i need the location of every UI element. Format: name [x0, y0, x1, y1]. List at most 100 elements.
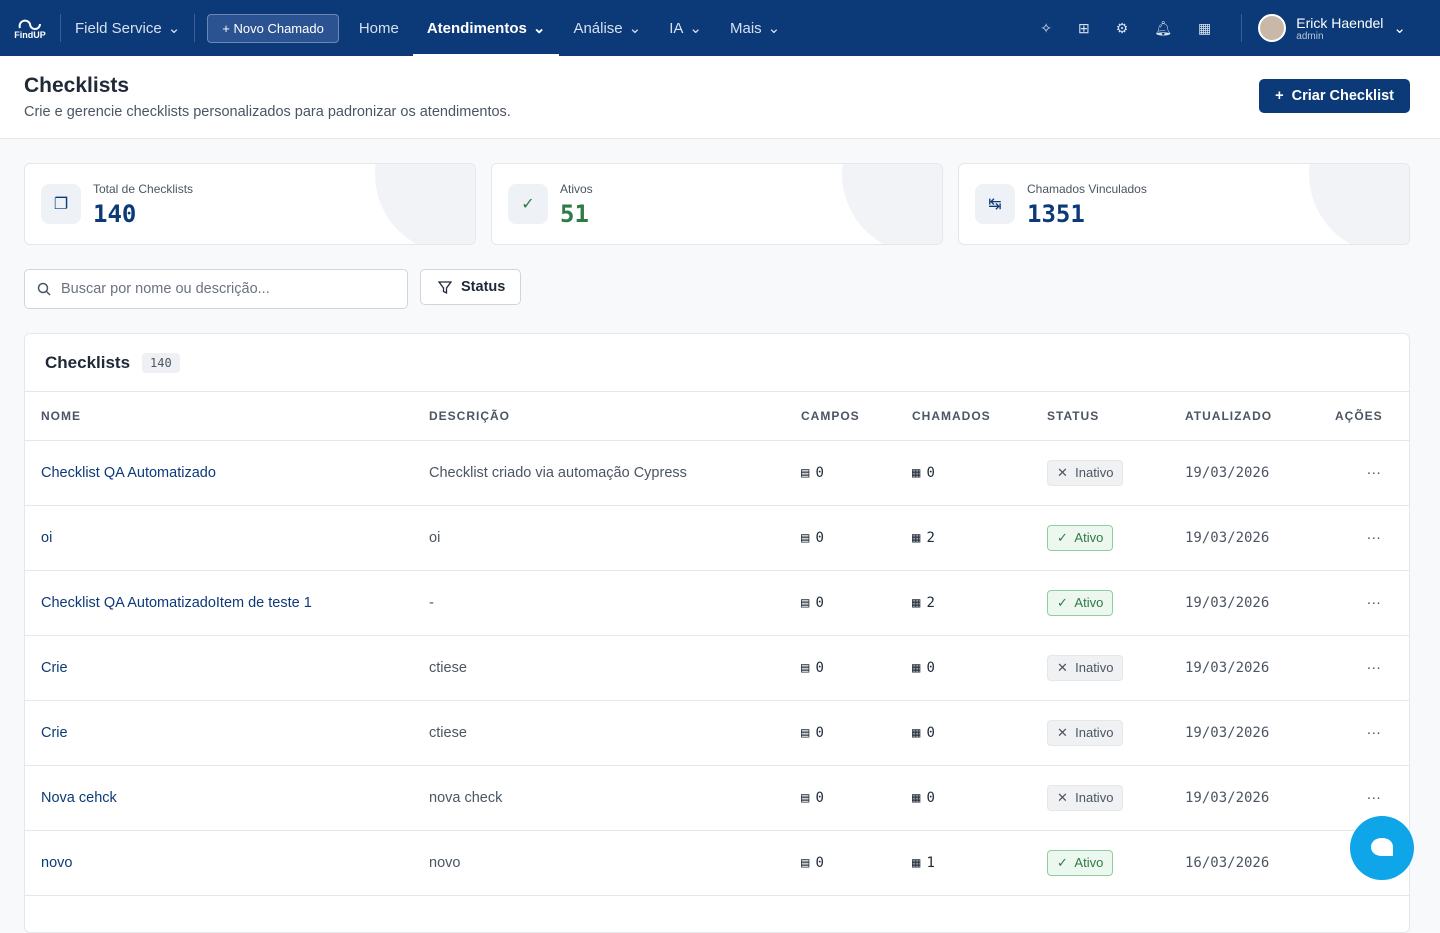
- nav-item[interactable]: Mais ⌄: [716, 0, 794, 56]
- status-badge: ✓ Ativo: [1047, 850, 1114, 876]
- nav-item[interactable]: IA ⌄: [655, 0, 716, 56]
- status-text: Inativo: [1075, 790, 1114, 805]
- search-input[interactable]: Buscar por nome ou descrição...: [24, 269, 408, 309]
- actions-menu[interactable]: ···: [1366, 790, 1382, 806]
- new-call-text: Novo Chamado: [233, 20, 324, 36]
- fields: ▤ 0: [801, 855, 912, 871]
- chevron: ⌄: [689, 20, 702, 37]
- nav-item-text: IA: [669, 19, 684, 37]
- nav-item[interactable]: Atendimentos ⌄: [412, 0, 560, 56]
- stat-card: ❐ Total de Checklists 140: [24, 163, 476, 245]
- page-header: Checklists Crie e gerencie checklists pe…: [0, 56, 1440, 139]
- status-text: Inativo: [1075, 465, 1114, 480]
- updated-date: 19/03/2026: [1185, 725, 1270, 741]
- linked-calls-value: 0: [926, 465, 935, 481]
- fields-value: 0: [815, 725, 824, 741]
- status-icon: ✕: [1057, 725, 1076, 740]
- user-name: Erick Haendel: [1296, 14, 1384, 31]
- description: nova check: [429, 790, 503, 806]
- nav-item[interactable]: Análise ⌄: [559, 0, 655, 56]
- status-icon: ✓: [1057, 530, 1075, 545]
- navbar: FindUP Field Service ⌄ + Novo Chamado Ho…: [0, 0, 1440, 56]
- nav-item-text: Home: [358, 19, 399, 37]
- icon[interactable]: ✧: [1040, 19, 1052, 36]
- chat-button[interactable]: [1350, 816, 1414, 880]
- linked-calls: ▦ 0: [912, 725, 1047, 741]
- actions-menu[interactable]: ···: [1366, 725, 1382, 741]
- table-row: Checklist QA Automatizado Checklist criad…: [25, 441, 1409, 506]
- actions-menu[interactable]: ···: [1366, 660, 1382, 676]
- actions-menu[interactable]: ···: [1366, 595, 1382, 611]
- status-badge: ✓ Ativo: [1047, 525, 1114, 551]
- search-placeholder: Buscar por nome ou descrição...: [61, 281, 270, 297]
- stat-label: Total de Checklists: [93, 182, 194, 196]
- icon[interactable]: ▦: [1198, 19, 1212, 36]
- status-text: Ativo: [1074, 855, 1104, 870]
- icon[interactable]: 🔔︎: [1154, 19, 1173, 36]
- stat-label: Ativos: [560, 182, 593, 196]
- fields: ▤ 0: [801, 530, 912, 546]
- table-header: Checklists 140: [25, 334, 1409, 392]
- status-badge: ✓ Ativo: [1047, 590, 1114, 616]
- create-button[interactable]: + Criar Checklist: [1259, 79, 1410, 113]
- checklist-name[interactable]: Checklist QA Automatizado: [41, 465, 216, 481]
- new-call-button[interactable]: + Novo Chamado: [207, 13, 339, 43]
- filter-text: Status: [461, 279, 506, 295]
- user-menu[interactable]: Erick Haendel admin ⌄: [1241, 14, 1406, 42]
- stat-value: 51: [560, 200, 589, 228]
- chevron: ⌄: [767, 20, 781, 37]
- updated-date: 19/03/2026: [1185, 465, 1270, 481]
- checklist-name[interactable]: Checklist QA AutomatizadoItem de teste 1: [41, 595, 312, 611]
- checklist-name[interactable]: novo: [41, 855, 73, 871]
- stat-card: ✓ Ativos 51: [491, 163, 943, 245]
- fields-value: 0: [815, 465, 824, 481]
- linked-calls-value: 0: [926, 790, 935, 806]
- chevron: ⌄: [532, 20, 546, 37]
- status-icon: ✕: [1057, 660, 1076, 675]
- avatar: [1258, 14, 1287, 42]
- table-row: Crie ctiese ▤ 0 ▦ 0 ✕ Inativo 19/03/2026 ···: [25, 636, 1409, 701]
- status-text: Inativo: [1075, 660, 1114, 675]
- fields-value: 0: [815, 595, 824, 611]
- column-header: CAMPOS: [801, 409, 860, 423]
- status-badge: ✕ Inativo: [1047, 720, 1124, 746]
- column-header: NOME: [41, 409, 81, 423]
- status-icon: ✓: [1057, 595, 1075, 610]
- logo[interactable]: FindUP: [0, 16, 60, 40]
- table-count: 140: [142, 352, 180, 373]
- table-row: Checklist QA AutomatizadoItem de teste 1…: [25, 571, 1409, 636]
- nav-item[interactable]: Home: [345, 0, 413, 56]
- status-cell: ✕ Inativo: [1047, 655, 1185, 681]
- stat-value: 140: [93, 200, 137, 228]
- status-icon: ✕: [1057, 790, 1076, 805]
- status-icon: ✕: [1057, 465, 1076, 480]
- checklist-name[interactable]: Crie: [41, 660, 68, 676]
- updated-date: 19/03/2026: [1185, 595, 1270, 611]
- user-role: admin: [1296, 30, 1324, 42]
- checklist-name[interactable]: oi: [41, 530, 53, 546]
- description: ctiese: [429, 660, 467, 676]
- fields: ▤ 0: [801, 595, 912, 611]
- linked-calls: ▦ 2: [912, 530, 1047, 546]
- checklist-name[interactable]: Crie: [41, 725, 68, 741]
- actions-menu[interactable]: ···: [1366, 465, 1382, 481]
- fields: ▤ 0: [801, 725, 912, 741]
- status-cell: ✕ Inativo: [1047, 460, 1185, 486]
- icon[interactable]: ⊞: [1077, 19, 1090, 36]
- status-cell: ✓ Ativo: [1047, 590, 1185, 616]
- status-filter[interactable]: Status: [420, 269, 521, 305]
- icon[interactable]: ⚙: [1115, 19, 1129, 36]
- fields-value: 0: [815, 790, 824, 806]
- nav-icons: ✧ ⊞ ⚙ 🔔︎ ▦: [1040, 20, 1211, 37]
- actions-menu[interactable]: ···: [1366, 530, 1382, 546]
- linked-calls: ▦ 0: [912, 790, 1047, 806]
- status-badge: ✕ Inativo: [1047, 655, 1124, 681]
- app-switcher[interactable]: Field Service ⌄: [60, 14, 196, 42]
- table-row: Crie ctiese ▤ 0 ▦ 0 ✕ Inativo 19/03/2026 ···: [25, 701, 1409, 766]
- checklist-name[interactable]: Nova cehck: [41, 790, 117, 806]
- fields-value: 0: [815, 660, 824, 676]
- fields-value: 0: [815, 530, 824, 546]
- linked-calls-value: 2: [926, 595, 935, 611]
- table: NOME DESCRIÇÃO CAMPOS CHAMADOS STATUS ATUALIZ…: [25, 392, 1409, 896]
- fields: ▤ 0: [801, 465, 912, 481]
